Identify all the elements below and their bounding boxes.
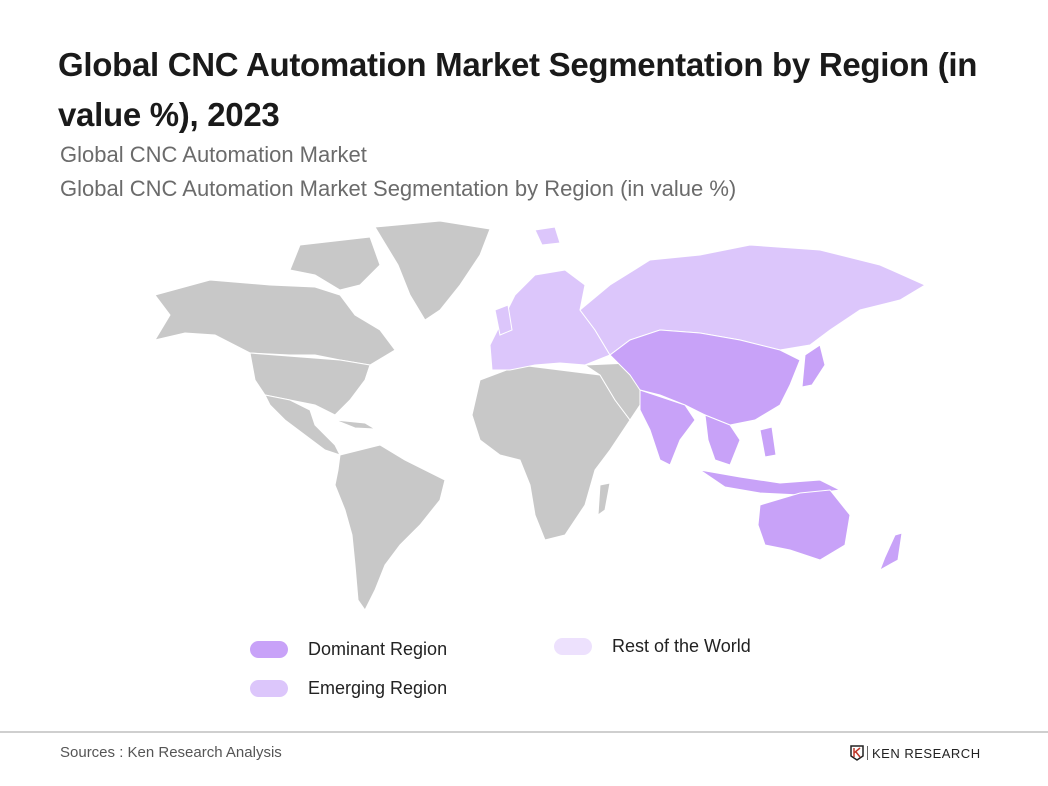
ken-research-logo: KEN RESEARCH [850,745,981,761]
legend-item-rest: Rest of the World [554,636,751,657]
legend-item-emerging: Emerging Region [250,678,447,699]
legend-label-emerging: Emerging Region [308,678,448,698]
africa [471,364,631,541]
legend-swatch-dominant [250,641,288,658]
footer-divider [0,731,1048,733]
russia [579,244,927,356]
asia-central-china [609,329,801,426]
source-note: Sources : Ken Research Analysis [60,744,282,761]
southeast-asia [704,414,741,466]
logo-text: KEN RESEARCH [872,745,981,761]
svalbard [534,226,561,246]
india [639,389,696,466]
madagascar [597,482,611,517]
legend-swatch-rest [554,638,592,655]
greenland [374,220,491,321]
arctic-islands [289,236,381,291]
uk [494,304,513,336]
new-zealand [879,532,903,572]
chart-title: Global CNC Automation Market Segmentatio… [58,46,978,133]
legend-item-dominant: Dominant Region [250,639,447,660]
legend-swatch-emerging [250,680,288,697]
australia [757,489,851,561]
south-america [334,444,446,611]
chart-subtitle-market: Global CNC Automation Market [60,142,367,167]
ken-logo-icon [850,745,864,761]
north-america-usa [249,352,371,416]
logo-separator [867,746,868,760]
japan [801,344,826,388]
caribbean [334,419,376,430]
north-america-canada [153,279,396,366]
legend-label-dominant: Dominant Region [308,639,448,659]
world-map [153,220,927,611]
philippines [759,426,777,458]
legend-label-rest: Rest of the World [612,636,751,656]
indonesia [699,469,842,496]
chart-subtitle-segmentation: Global CNC Automation Market Segmentatio… [60,176,737,201]
